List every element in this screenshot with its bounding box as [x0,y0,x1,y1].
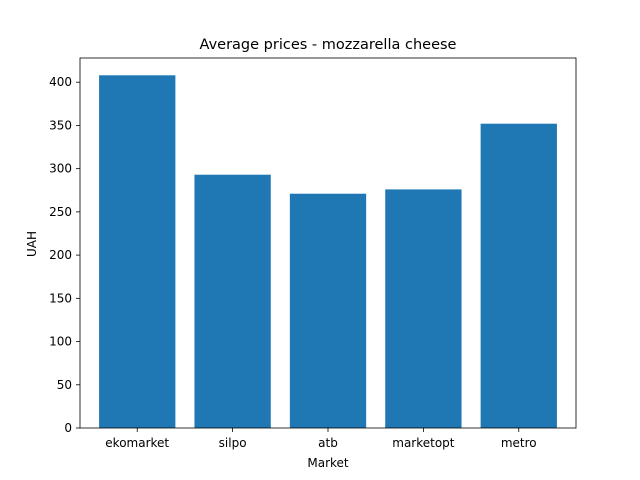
y-tick-label: 250 [49,205,72,219]
bar-metro [480,123,557,428]
bar-silpo [194,174,271,428]
bar-atb [289,193,367,428]
y-tick-label: 150 [49,291,72,305]
bar-ekomarket [99,75,176,428]
y-tick-label: 200 [49,248,72,262]
y-axis-label: UAH [25,231,39,257]
bars [99,75,557,428]
x-tick-label: atb [318,436,338,450]
x-axis-ticks: ekomarket silpo atb marketopt metro [105,428,537,450]
y-tick-label: 100 [49,335,72,349]
y-tick-label: 400 [49,75,72,89]
x-tick-label: ekomarket [105,436,169,450]
y-tick-label: 0 [64,421,72,435]
x-tick-label: metro [501,436,537,450]
y-tick-label: 350 [49,118,72,132]
chart-title: Average prices - mozzarella cheese [200,37,457,53]
plot-area-frame [79,57,577,429]
x-axis-label: Market [307,456,349,470]
x-tick-label: marketopt [392,436,455,450]
y-axis-ticks: 0 50 100 150 200 250 300 350 400 [49,75,80,435]
y-tick-label: 300 [49,162,72,176]
bar-marketopt [385,189,462,428]
y-tick-label: 50 [57,378,72,392]
x-tick-label: silpo [219,436,247,450]
